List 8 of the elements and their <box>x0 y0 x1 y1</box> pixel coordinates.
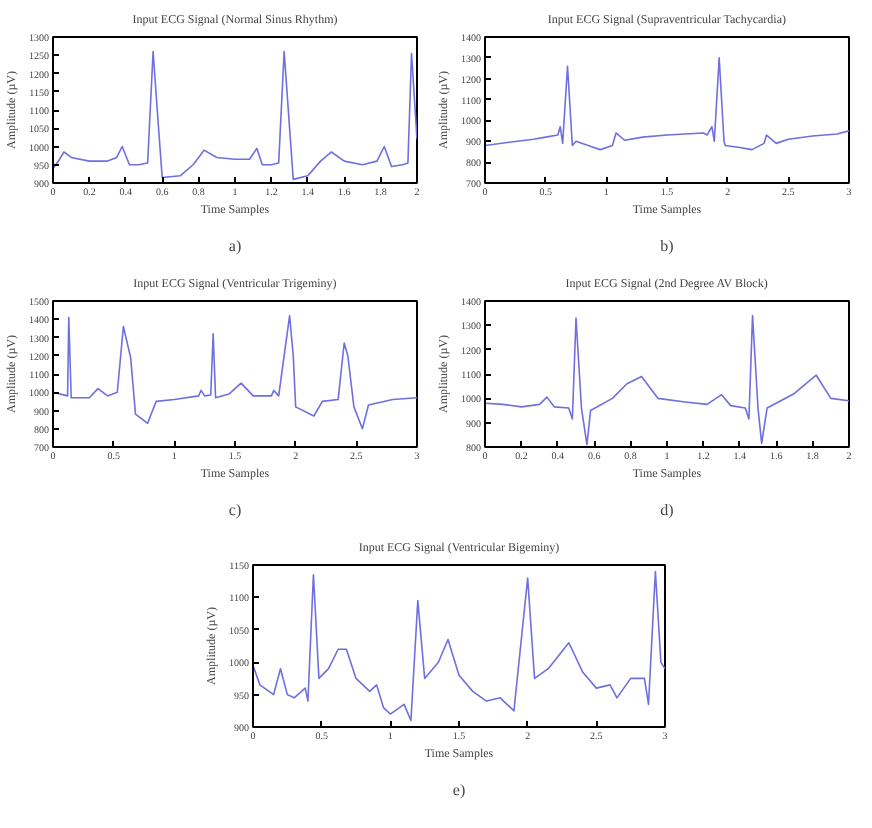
text: c) <box>228 501 242 519</box>
line-series <box>485 57 849 151</box>
text: a) <box>228 237 242 255</box>
line-series <box>253 570 665 722</box>
text: b) <box>660 237 675 255</box>
text: e) <box>452 781 466 799</box>
line-series <box>53 314 417 430</box>
text: d) <box>660 501 675 519</box>
